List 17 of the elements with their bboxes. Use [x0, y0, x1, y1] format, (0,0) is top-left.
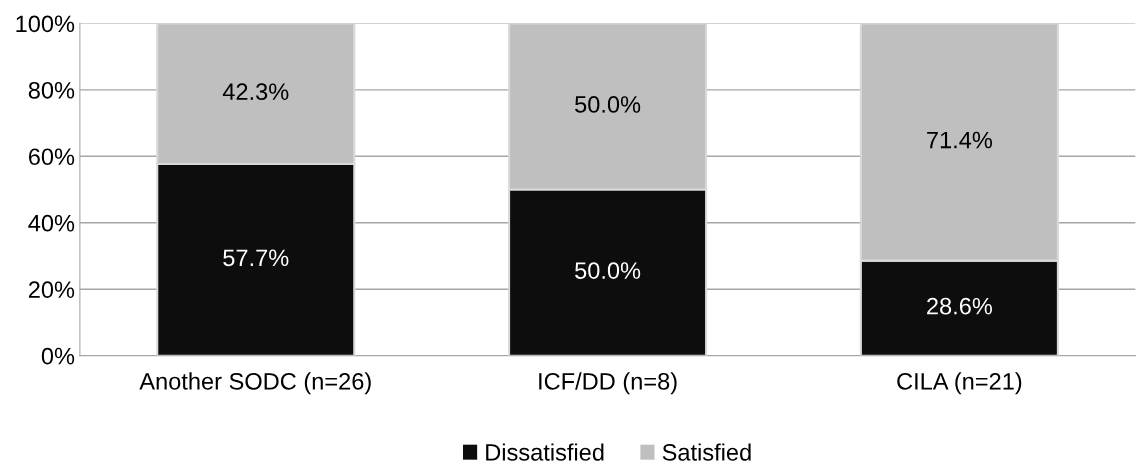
data-label: 71.4%	[927, 131, 993, 149]
data-label: 50.0%	[575, 96, 641, 113]
y-tick-label: 40%	[28, 214, 75, 232]
legend-label: Satisfied	[662, 443, 751, 461]
y-tick-label: 0%	[41, 347, 75, 365]
x-tick-label: CILA (n=21)	[897, 372, 1022, 395]
x-tick-label: ICF/DD (n=8)	[539, 372, 677, 395]
data-label: 42.3%	[222, 83, 289, 101]
x-tick-label: Another SODC (n=26)	[139, 372, 371, 395]
y-tick-label: 20%	[28, 281, 75, 299]
y-tick-label: 60%	[28, 148, 75, 166]
data-label: 28.6%	[927, 297, 993, 315]
y-tick-label: 100%	[16, 15, 75, 33]
legend-label: Dissatisfied	[486, 443, 604, 461]
y-tick-label: 80%	[28, 81, 75, 99]
data-label: 57.7%	[223, 249, 289, 267]
data-label: 50.0%	[575, 262, 641, 279]
